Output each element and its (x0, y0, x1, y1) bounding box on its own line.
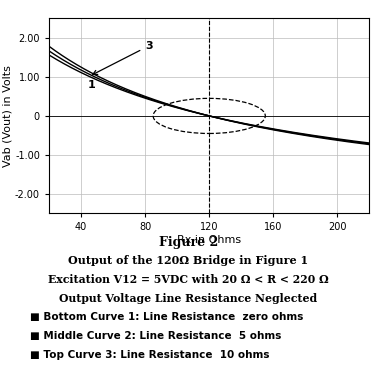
Text: Output Voltage Line Resistance Neglected: Output Voltage Line Resistance Neglected (60, 293, 317, 304)
Text: Figure 2: Figure 2 (159, 236, 218, 248)
Text: Output of the 120Ω Bridge in Figure 1: Output of the 120Ω Bridge in Figure 1 (69, 255, 308, 266)
Y-axis label: Vab (Vout) in Volts: Vab (Vout) in Volts (2, 65, 12, 167)
Text: 1: 1 (87, 80, 95, 90)
X-axis label: Rx in Ohms: Rx in Ohms (177, 235, 241, 245)
Text: Excitation V12 = 5VDC with 20 Ω < R < 220 Ω: Excitation V12 = 5VDC with 20 Ω < R < 22… (48, 274, 329, 285)
Text: ■ Middle Curve 2: Line Resistance  5 ohms: ■ Middle Curve 2: Line Resistance 5 ohms (30, 331, 282, 341)
Text: 3: 3 (93, 41, 153, 74)
Text: ■ Top Curve 3: Line Resistance  10 ohms: ■ Top Curve 3: Line Resistance 10 ohms (30, 350, 270, 360)
Text: ■ Bottom Curve 1: Line Resistance  zero ohms: ■ Bottom Curve 1: Line Resistance zero o… (30, 312, 303, 322)
